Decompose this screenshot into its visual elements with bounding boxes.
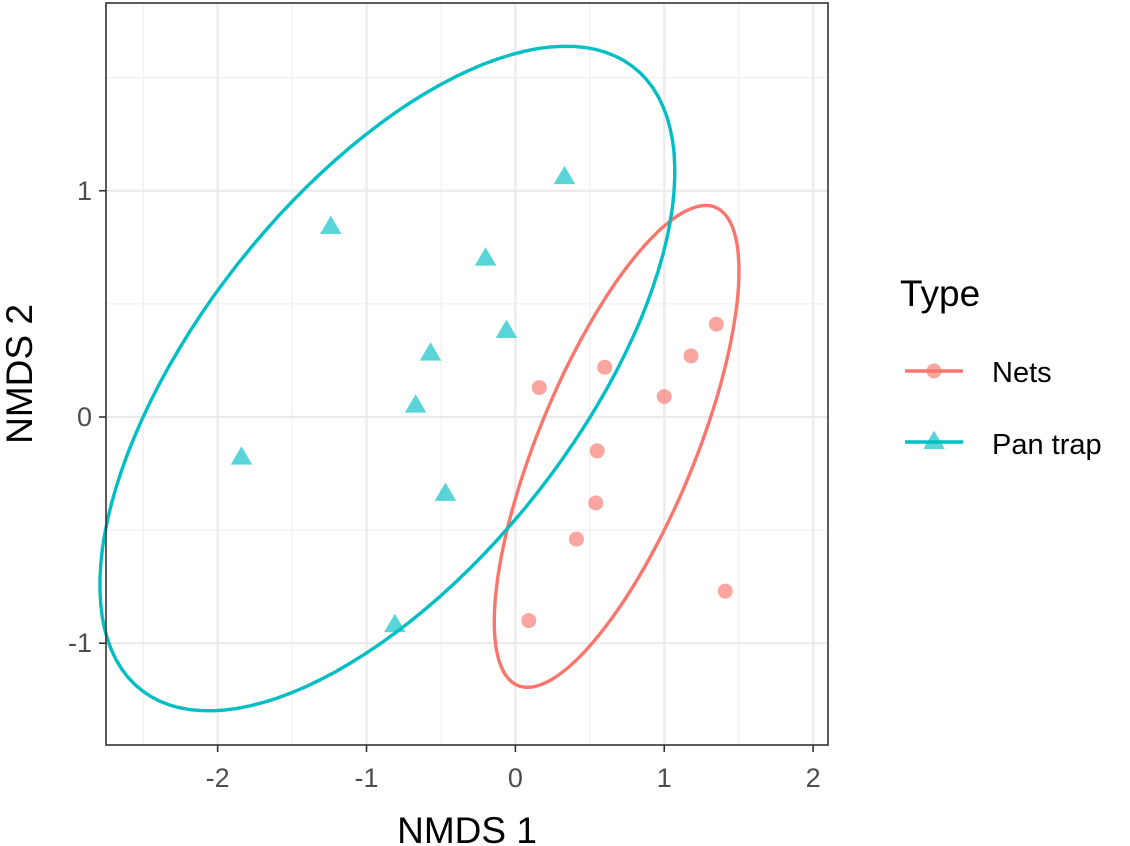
point-nets — [708, 316, 724, 332]
plot-border — [105, 2, 829, 746]
x-tick-label: 0 — [508, 763, 523, 793]
x-tick-label: 2 — [806, 763, 821, 793]
major-grid — [106, 3, 828, 745]
x-axis-ticks: -2 -1 0 1 2 — [206, 745, 821, 793]
legend-key-marker — [923, 430, 945, 449]
x-tick-label: 1 — [657, 763, 672, 793]
point-pan-trap — [495, 319, 518, 339]
y-axis-title: NMDS 2 — [0, 304, 40, 444]
y-tick-label: 0 — [77, 402, 92, 432]
x-tick-label: -1 — [355, 763, 379, 793]
point-pan-trap — [434, 482, 457, 501]
confidence-ellipses — [98, 44, 741, 713]
legend: Type Nets Pan trap — [900, 273, 1102, 461]
x-axis-title: NMDS 1 — [397, 810, 537, 846]
point-pan-trap — [320, 215, 342, 234]
legend-label-nets: Nets — [992, 357, 1052, 389]
legend-label-pan-trap: Pan trap — [992, 429, 1102, 461]
legend-title: Type — [900, 273, 980, 314]
minor-grid — [106, 3, 828, 745]
point-nets — [683, 348, 699, 364]
point-nets — [531, 380, 547, 396]
point-nets — [717, 583, 733, 599]
point-nets — [589, 443, 605, 459]
point-nets — [656, 389, 672, 405]
y-axis-ticks: -1 0 1 — [68, 176, 106, 658]
legend-key-marker — [926, 363, 942, 379]
point-pan-trap — [553, 165, 576, 185]
y-tick-label: 1 — [77, 176, 92, 206]
x-tick-label: -2 — [206, 763, 230, 793]
data-points — [230, 165, 733, 633]
legend-key-nets — [905, 363, 963, 379]
point-nets — [521, 613, 537, 629]
point-nets — [597, 359, 613, 375]
point-pan-trap — [384, 613, 406, 633]
point-pan-trap — [419, 342, 442, 361]
point-pan-trap — [404, 394, 427, 413]
ellipse-nets — [492, 203, 741, 689]
point-nets — [588, 495, 604, 511]
plot-background — [106, 3, 828, 745]
point-nets — [568, 531, 584, 547]
legend-key-pan-trap — [905, 430, 963, 449]
point-pan-trap — [474, 247, 497, 266]
ellipse-pan-trap — [98, 44, 677, 713]
point-pan-trap — [230, 446, 253, 465]
y-tick-label: -1 — [68, 628, 92, 658]
